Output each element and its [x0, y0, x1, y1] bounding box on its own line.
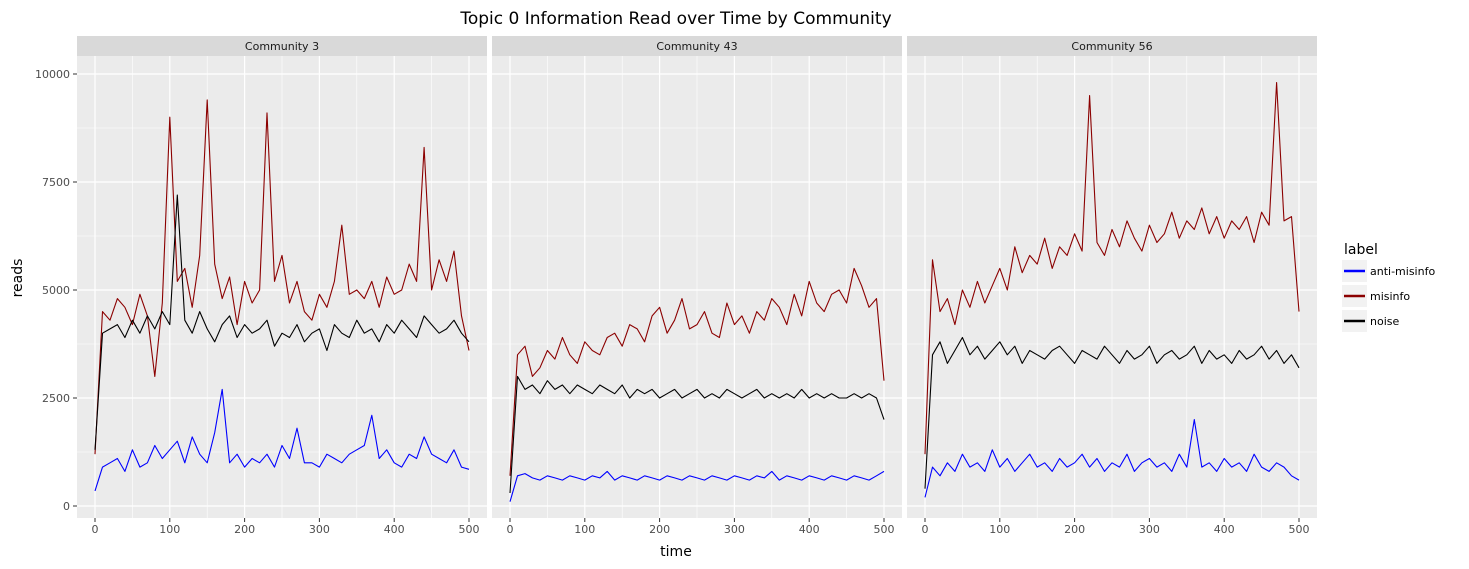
series-line-anti-misinfo [94, 388, 470, 492]
legend: label anti-misinfo misinfo noise [1342, 242, 1435, 332]
series-line-noise [94, 194, 470, 450]
facet-strip [492, 36, 902, 56]
y-tick-label: 7500 [42, 176, 70, 189]
legend-title: label [1344, 242, 1378, 258]
facet-strip [77, 36, 487, 56]
facet-strip-label: Community 3 [245, 40, 319, 53]
x-tick-label: 0 [92, 523, 99, 536]
series-line-noise [509, 375, 885, 494]
series-line-noise [924, 336, 1300, 489]
series-line-anti-misinfo [509, 470, 885, 502]
x-tick-label: 400 [1214, 523, 1235, 536]
x-tick-label: 200 [1064, 523, 1085, 536]
x-tick-label: 300 [309, 523, 330, 536]
legend-label-anti-misinfo: anti-misinfo [1370, 265, 1435, 278]
y-tick-label: 0 [63, 500, 70, 513]
series-line-misinfo [924, 82, 1300, 455]
y-axis: 0 2500 5000 7500 10000 [35, 68, 77, 513]
facet-strip-label: Community 43 [656, 40, 737, 53]
x-tick-label: 500 [1289, 523, 1310, 536]
y-tick-label: 5000 [42, 284, 70, 297]
legend-label-noise: noise [1370, 315, 1399, 328]
x-tick-label: 0 [922, 523, 929, 536]
facet-panel: Community 56 0 100 200 300 400 500 [907, 36, 1317, 536]
x-tick-label: 300 [724, 523, 745, 536]
series-line-misinfo [509, 267, 885, 476]
x-tick-label: 300 [1139, 523, 1160, 536]
facet-panels: Community 3 0 100 200 300 400 500 Community 43 0… [77, 36, 1317, 536]
x-tick-label: 100 [574, 523, 595, 536]
x-tick-label: 400 [384, 523, 405, 536]
facet-strip [907, 36, 1317, 56]
y-tick-label: 2500 [42, 392, 70, 405]
y-tick-label: 10000 [35, 68, 70, 81]
series-line-misinfo [94, 99, 470, 455]
x-tick-label: 200 [234, 523, 255, 536]
x-tick-label: 500 [874, 523, 895, 536]
x-tick-label: 500 [459, 523, 480, 536]
legend-items: anti-misinfo misinfo noise [1342, 260, 1435, 332]
x-axis-title: time [660, 544, 692, 560]
x-tick-label: 200 [649, 523, 670, 536]
facet-panel: Community 43 0 100 200 300 400 500 [492, 36, 902, 536]
y-axis-title: reads [10, 259, 26, 298]
chart-title: Topic 0 Information Read over Time by Co… [459, 9, 891, 29]
facet-panel: Community 3 0 100 200 300 400 500 [77, 36, 487, 536]
x-tick-label: 0 [507, 523, 514, 536]
legend-label-misinfo: misinfo [1370, 290, 1410, 303]
x-tick-label: 100 [989, 523, 1010, 536]
facet-strip-label: Community 56 [1071, 40, 1152, 53]
x-tick-label: 100 [159, 523, 180, 536]
x-tick-label: 400 [799, 523, 820, 536]
series-line-anti-misinfo [924, 419, 1300, 498]
